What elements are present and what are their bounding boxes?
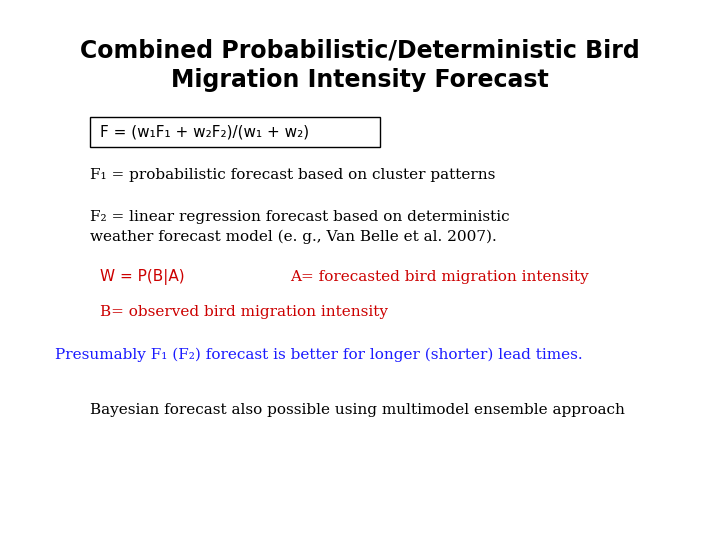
Text: F = (w₁F₁ + w₂F₂)/(w₁ + w₂): F = (w₁F₁ + w₂F₂)/(w₁ + w₂): [100, 125, 309, 139]
Text: F₁ = probabilistic forecast based on cluster patterns: F₁ = probabilistic forecast based on clu…: [90, 168, 495, 182]
Text: Presumably F₁ (F₂) forecast is better for longer (shorter) lead times.: Presumably F₁ (F₂) forecast is better fo…: [55, 348, 582, 362]
Text: Combined Probabilistic/Deterministic Bird: Combined Probabilistic/Deterministic Bir…: [80, 38, 640, 62]
Text: Bayesian forecast also possible using multimodel ensemble approach: Bayesian forecast also possible using mu…: [90, 403, 625, 417]
Text: B= observed bird migration intensity: B= observed bird migration intensity: [100, 305, 388, 319]
Text: A= forecasted bird migration intensity: A= forecasted bird migration intensity: [290, 270, 589, 284]
Text: F₂ = linear regression forecast based on deterministic: F₂ = linear regression forecast based on…: [90, 210, 510, 224]
Text: weather forecast model (e. g., Van Belle et al. 2007).: weather forecast model (e. g., Van Belle…: [90, 230, 497, 244]
Text: W = P(B|A): W = P(B|A): [100, 269, 184, 285]
Text: Migration Intensity Forecast: Migration Intensity Forecast: [171, 68, 549, 92]
